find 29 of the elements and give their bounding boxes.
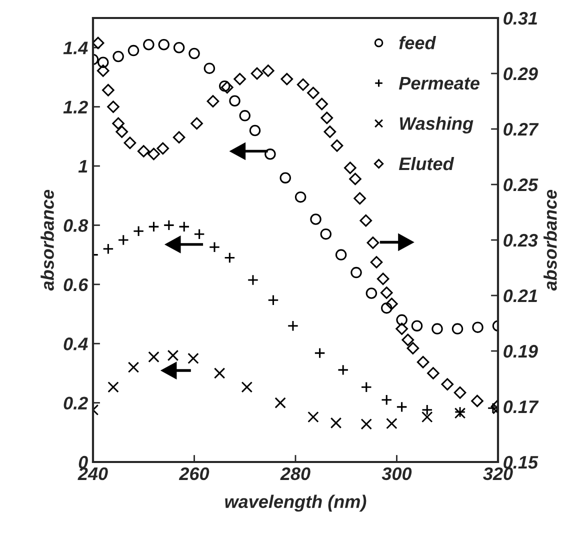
x-tick-label: 280	[280, 467, 310, 480]
legend-label: feed	[399, 36, 436, 50]
y-tick-label: 1	[78, 160, 88, 173]
y2-tick-label: 0.17	[504, 400, 539, 414]
x-axis-title: wavelength (nm)	[225, 494, 366, 512]
x-tick-label: 260	[178, 467, 210, 480]
y2-tick-label: 0.27	[504, 122, 539, 136]
y2-tick-label: 0.21	[504, 289, 538, 302]
y2-tick-label: 0.25	[504, 178, 538, 192]
legend-label: Permeate	[398, 77, 480, 90]
y-tick-label: 0.6	[64, 278, 88, 292]
y2-tick-label: 0.29	[504, 67, 538, 80]
y2-tick-label: 0.15	[504, 456, 538, 469]
x-tick-label: 240	[78, 467, 108, 480]
y-tick-label: 0	[78, 456, 88, 469]
y-tick-label: 0.2	[64, 396, 88, 410]
y2-tick-label: 0.19	[504, 344, 538, 358]
x-tick-label: 320	[483, 467, 513, 480]
y2-axis-title: absorbance	[544, 190, 557, 291]
x-tick-label: 300	[382, 467, 412, 480]
legend-label: Eluted	[398, 156, 454, 170]
y-tick-label: 0.4	[64, 338, 88, 350]
y2-tick-label: 0.31	[504, 12, 538, 25]
y-tick-label: 1.2	[63, 100, 88, 114]
y-tick-label: 1.4	[63, 42, 88, 54]
y2-tick-label: 0.23	[504, 234, 538, 247]
y-axis-title: absorbance	[40, 190, 54, 291]
y-tick-label: 0.8	[64, 219, 88, 232]
legend-label: Washing	[400, 116, 474, 134]
